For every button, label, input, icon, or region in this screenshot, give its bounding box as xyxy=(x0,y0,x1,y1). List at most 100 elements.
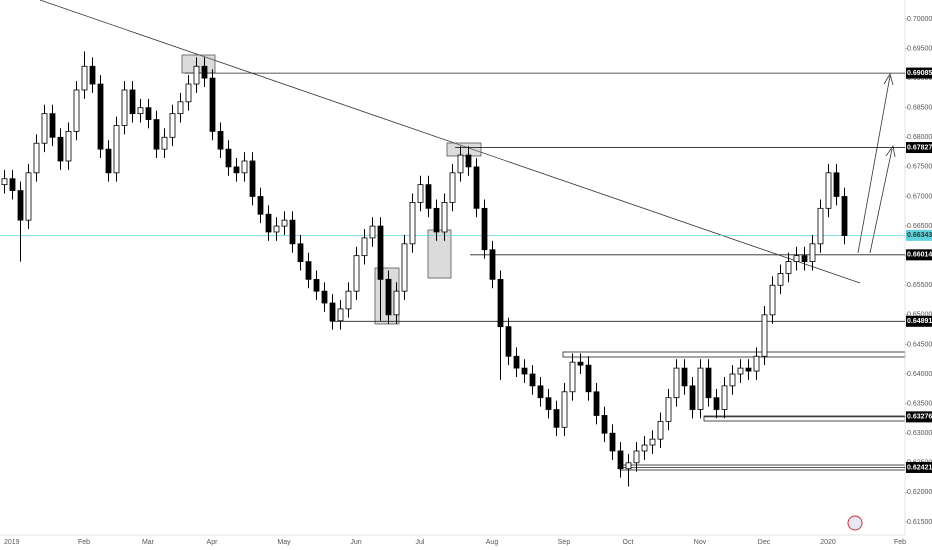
candle-body xyxy=(697,367,704,410)
y-tick-label: 0.67000 xyxy=(907,193,932,200)
candle-body xyxy=(529,373,536,387)
candle-body xyxy=(473,166,480,209)
level-label: 0.67827 xyxy=(907,144,932,151)
candle-body xyxy=(465,154,472,168)
candle-body xyxy=(601,415,608,434)
candle-body xyxy=(209,77,216,132)
candle-body xyxy=(89,65,96,85)
candle-body xyxy=(585,364,592,393)
x-tick-label: 2020 xyxy=(820,539,836,546)
candle-body xyxy=(537,385,544,399)
candle-body xyxy=(33,142,40,174)
y-tick-label: 0.67500 xyxy=(907,164,932,171)
candle-body xyxy=(577,361,584,366)
y-tick-label: 0.64500 xyxy=(907,341,932,348)
candle-body xyxy=(713,397,720,410)
candle-body xyxy=(761,314,768,357)
x-tick-label: Feb xyxy=(78,539,90,546)
candle-body xyxy=(169,113,176,138)
level-label-box xyxy=(906,461,932,473)
candle-body xyxy=(217,130,224,150)
y-tick-label: 0.68000 xyxy=(907,134,932,141)
candle-body xyxy=(385,278,392,316)
level-label: 0.69085 xyxy=(907,70,932,77)
candle-body xyxy=(593,391,600,416)
candle-body xyxy=(649,438,656,446)
candle-body xyxy=(241,160,248,174)
candle-body xyxy=(145,107,152,120)
x-tick-label: Apr xyxy=(207,539,219,546)
candle-body xyxy=(409,202,416,245)
level-label-box xyxy=(906,411,932,423)
candle-body xyxy=(265,213,272,233)
candle-body xyxy=(841,196,848,236)
candle-body xyxy=(233,166,240,174)
candle-body xyxy=(249,160,256,197)
candle-body xyxy=(377,225,384,280)
candle-body xyxy=(545,397,552,410)
y-tick-label: 0.64000 xyxy=(907,371,932,378)
x-tick-label: Dec xyxy=(758,539,771,546)
candle-body xyxy=(65,130,72,162)
candle-body xyxy=(137,107,144,115)
y-tick-label: 0.65500 xyxy=(907,282,932,289)
x-tick-label: Jul xyxy=(416,539,425,546)
x-tick-label: Feb xyxy=(894,539,906,546)
candle-body xyxy=(297,243,304,262)
candle-body xyxy=(185,83,192,103)
candle-body xyxy=(97,83,104,150)
candle-body xyxy=(113,125,120,174)
level-label-box xyxy=(906,142,932,154)
logo xyxy=(847,515,863,531)
candle-body xyxy=(281,219,288,227)
y-tick-label: 0.70000 xyxy=(907,16,932,23)
candle-body xyxy=(561,391,568,428)
candle-body xyxy=(305,261,312,280)
current-price-label: 0.66343 xyxy=(907,232,932,239)
candle-body xyxy=(793,255,800,262)
candle-body xyxy=(737,367,744,375)
candle-body xyxy=(657,420,664,440)
candle-body xyxy=(433,207,440,233)
candle-body xyxy=(153,119,160,150)
level-label: 0.64891 xyxy=(907,318,932,325)
x-tick-label: Jun xyxy=(350,539,361,546)
candle-body xyxy=(809,243,816,262)
candle-body xyxy=(193,65,200,85)
candle-body xyxy=(705,367,712,399)
candle-body xyxy=(9,178,16,191)
level-label: 0.62421 xyxy=(907,464,932,471)
candle-body xyxy=(617,450,624,470)
candle-body xyxy=(457,154,464,174)
x-tick-label: Oct xyxy=(623,539,634,546)
candle-body xyxy=(641,444,648,452)
candle-body xyxy=(161,136,168,150)
level-label: 0.63276 xyxy=(907,414,932,421)
candle-body xyxy=(73,89,80,132)
candle-body xyxy=(553,409,560,428)
candle-body xyxy=(785,261,792,274)
candle-body xyxy=(489,249,496,280)
candle-body xyxy=(225,148,232,168)
candle-body xyxy=(177,101,184,115)
candle-body xyxy=(521,367,528,375)
candle-body xyxy=(817,207,824,245)
y-tick-label: 0.62000 xyxy=(907,489,932,496)
candle-body xyxy=(441,202,448,233)
candle-body xyxy=(721,385,728,410)
y-tick-label: 0.63500 xyxy=(907,400,932,407)
candle-body xyxy=(57,136,64,162)
x-tick-label: Aug xyxy=(486,539,499,546)
candle-body xyxy=(689,385,696,410)
candle-body xyxy=(393,290,400,316)
candle-body xyxy=(425,184,432,209)
candle-body xyxy=(633,450,640,464)
x-tick-label: 2019 xyxy=(4,539,20,546)
candle-body xyxy=(361,237,368,257)
candle-body xyxy=(49,113,56,138)
candle-body xyxy=(449,172,456,203)
projection-arrow xyxy=(857,72,894,254)
candle-body xyxy=(345,290,352,310)
candle-body xyxy=(513,355,520,369)
